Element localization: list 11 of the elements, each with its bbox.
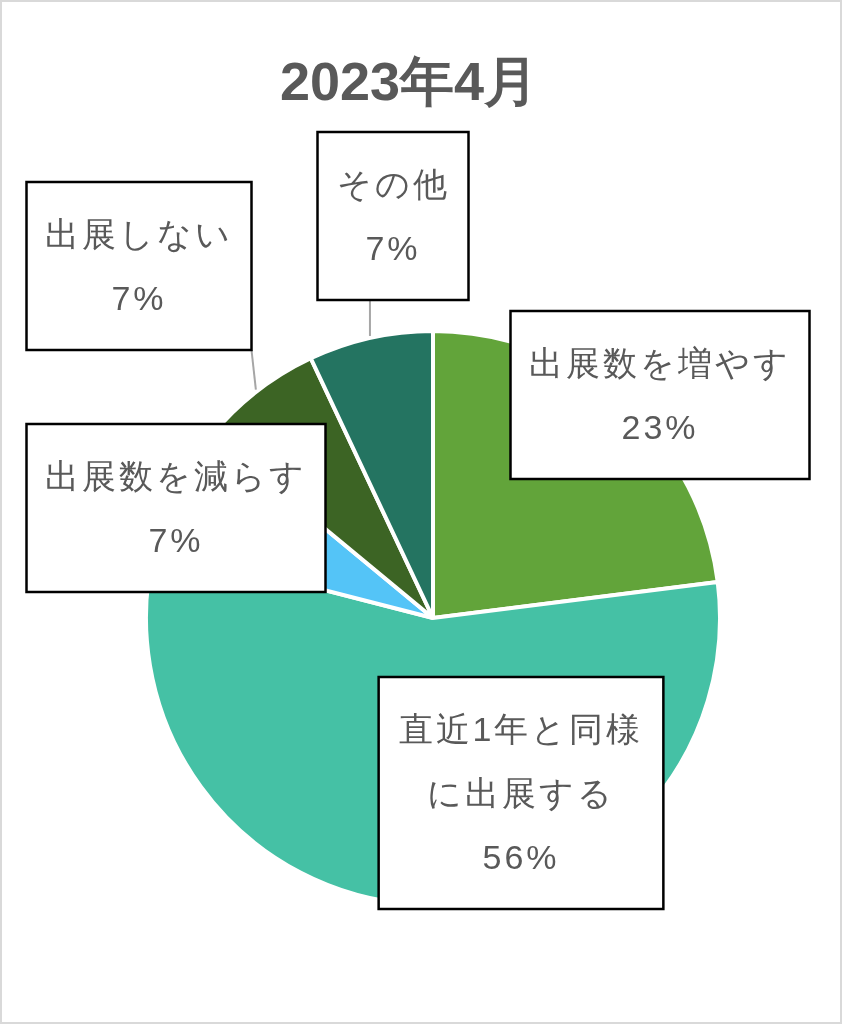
- slice-label: 出展数を増やす: [529, 344, 791, 382]
- data-label: 7%: [365, 229, 421, 267]
- data-label: 56%: [482, 838, 560, 876]
- chart-title: 2023年4月: [278, 50, 540, 113]
- slice-label: 出展しない: [45, 215, 233, 253]
- data-label: 7%: [148, 521, 204, 559]
- slice-label: 直近1年と同様に出展する: [398, 710, 644, 812]
- data-label: 7%: [111, 279, 167, 317]
- slice-label: その他: [336, 165, 450, 203]
- data-label: 23%: [621, 408, 699, 446]
- slice-label: 出展数を減らす: [45, 457, 307, 495]
